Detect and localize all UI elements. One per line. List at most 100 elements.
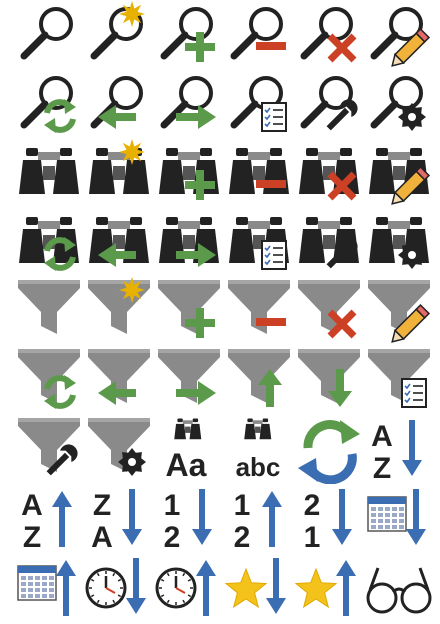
binoculars-back-icon-graphic (89, 217, 149, 267)
find-text-icon-graphic: abc (236, 418, 281, 482)
find-font-icon-graphic: Aa (166, 418, 207, 483)
svg-text:A: A (91, 521, 113, 553)
funnel-down-icon (294, 345, 364, 415)
funnel-new-icon (84, 276, 154, 346)
funnel-edit-icon (364, 276, 434, 346)
magnifier-new-icon-graphic (90, 1, 145, 60)
magnifier-refresh-icon-graphic (20, 76, 76, 133)
funnel-remove-icon-graphic (228, 280, 290, 334)
magnifier-report-icon-graphic (230, 76, 287, 132)
svg-text:Z: Z (373, 452, 391, 484)
sort-star-descending-icon-graphic (294, 560, 356, 616)
binoculars-settings-gear-icon (364, 207, 434, 277)
svg-text:A: A (371, 420, 393, 453)
funnel-forward-icon (154, 345, 224, 415)
funnel-icon-graphic (18, 280, 80, 334)
glasses-icon-graphic (366, 567, 432, 614)
binoculars-delete-icon-graphic (299, 148, 359, 201)
sort-clock-ascending-icon (84, 552, 154, 622)
binoculars-forward-icon-graphic (159, 217, 219, 267)
magnifier-back-icon (84, 69, 154, 139)
funnel-delete-icon (294, 276, 364, 346)
binoculars-add-icon (154, 138, 224, 208)
sort-21-ascending-icon-graphic: 21 (304, 489, 352, 553)
binoculars-refresh-icon (14, 207, 84, 277)
refresh-icon (294, 414, 364, 484)
binoculars-new-icon-graphic (89, 139, 149, 194)
sort-calendar-descending-icon-graphic (17, 560, 76, 616)
magnifier-forward-icon (154, 69, 224, 139)
svg-text:1: 1 (234, 489, 251, 522)
sort-12-ascending-icon-graphic: 12 (164, 489, 212, 553)
funnel-settings-wrench-icon (14, 414, 84, 484)
magnifier-new-icon (84, 0, 154, 70)
find-text-icon: abc (224, 414, 294, 484)
magnifier-delete-icon (294, 0, 364, 70)
magnifier-report-icon (224, 69, 294, 139)
svg-text:2: 2 (164, 521, 181, 553)
binoculars-back-icon (84, 207, 154, 277)
sort-calendar-ascending-icon (364, 483, 434, 553)
binoculars-edit-icon (364, 138, 434, 208)
funnel-forward-icon-graphic (158, 349, 220, 405)
magnifier-forward-icon-graphic (160, 76, 216, 129)
magnifier-icon-graphic (20, 7, 73, 60)
binoculars-remove-icon (224, 138, 294, 208)
svg-text:2: 2 (234, 521, 251, 553)
svg-text:1: 1 (304, 521, 321, 553)
binoculars-icon (14, 138, 84, 208)
magnifier-delete-icon-graphic (300, 7, 357, 63)
binoculars-report-icon-graphic (229, 217, 289, 270)
funnel-add-icon-graphic (158, 280, 220, 338)
binoculars-new-icon (84, 138, 154, 208)
binoculars-settings-gear-icon-graphic (369, 217, 429, 269)
magnifier-add-icon (154, 0, 224, 70)
magnifier-settings-wrench-icon (294, 69, 364, 139)
funnel-refresh-icon (14, 345, 84, 415)
funnel-delete-icon-graphic (298, 280, 360, 339)
magnifier-settings-wrench-icon-graphic (300, 76, 358, 131)
sort-calendar-ascending-icon-graphic (367, 489, 426, 545)
funnel-add-icon (154, 276, 224, 346)
sort-star-ascending-icon (224, 552, 294, 622)
binoculars-forward-icon (154, 207, 224, 277)
svg-text:Z: Z (23, 521, 41, 553)
magnifier-add-icon-graphic (160, 7, 215, 62)
funnel-settings-gear-icon-graphic (88, 418, 150, 476)
funnel-remove-icon (224, 276, 294, 346)
binoculars-icon-graphic (19, 148, 79, 194)
funnel-edit-icon-graphic (368, 280, 431, 343)
svg-text:Z: Z (93, 489, 111, 522)
svg-text:abc: abc (236, 452, 281, 482)
binoculars-refresh-icon-graphic (19, 217, 79, 271)
binoculars-remove-icon-graphic (229, 148, 289, 194)
funnel-settings-wrench-icon-graphic (18, 418, 80, 476)
magnifier-edit-icon-graphic (370, 7, 431, 67)
magnifier-refresh-icon (14, 69, 84, 139)
binoculars-settings-wrench-icon (294, 207, 364, 277)
magnifier-remove-icon (224, 0, 294, 70)
svg-text:1: 1 (164, 489, 181, 522)
sort-star-ascending-icon-graphic (224, 558, 286, 614)
svg-text:2: 2 (304, 489, 321, 522)
sort-12-descending-icon-graphic: 12 (234, 489, 282, 553)
find-font-icon: Aa (154, 414, 224, 484)
sort-calendar-descending-icon (14, 552, 84, 622)
sort-az-ascending-icon-graphic: AZ (371, 420, 422, 484)
binoculars-report-icon (224, 207, 294, 277)
funnel-down-icon-graphic (298, 349, 360, 407)
funnel-report-icon (364, 345, 434, 415)
funnel-up-icon-graphic (228, 349, 290, 407)
magnifier-edit-icon (364, 0, 434, 70)
sort-star-descending-icon (294, 552, 364, 622)
sort-clock-ascending-icon-graphic (85, 558, 146, 614)
funnel-back-icon-graphic (88, 349, 150, 405)
funnel-settings-gear-icon (84, 414, 154, 484)
